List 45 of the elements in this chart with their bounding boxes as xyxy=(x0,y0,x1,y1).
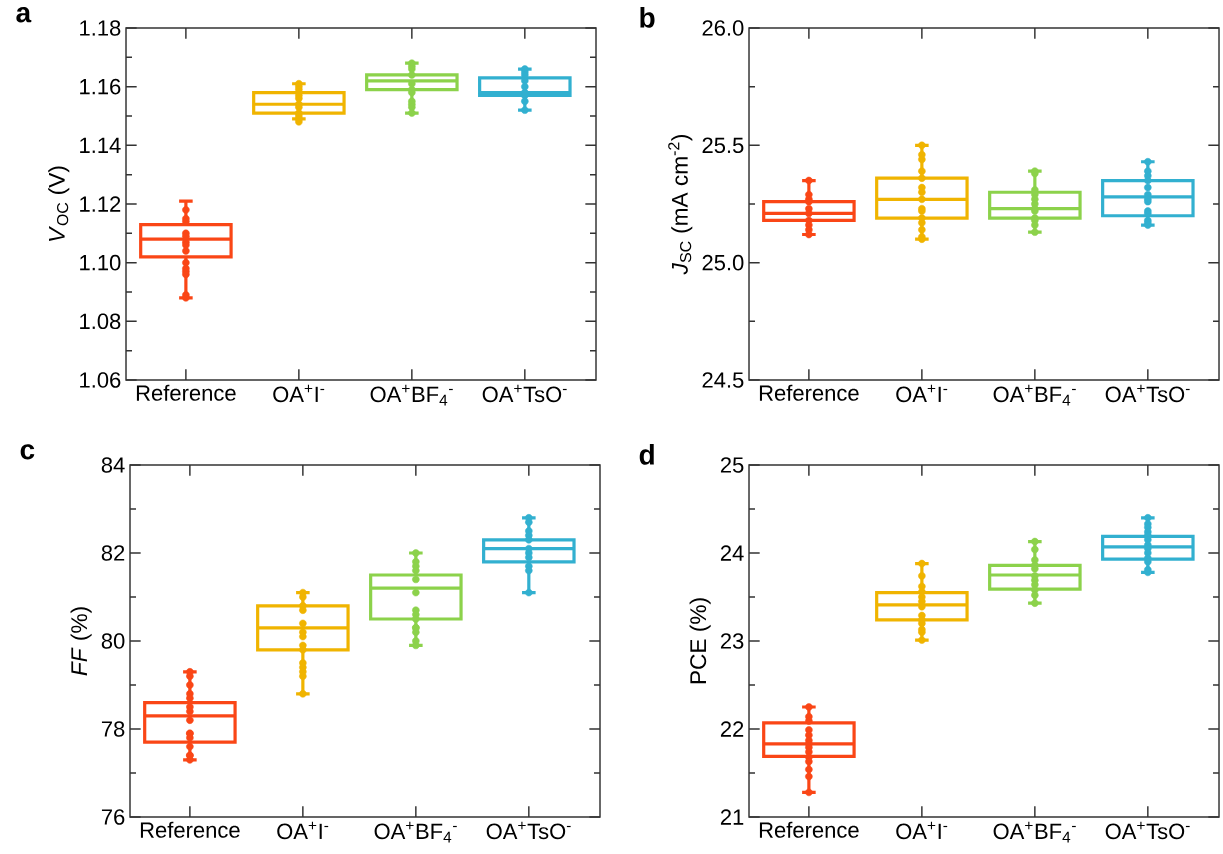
x-tick-label: OA$^{+}$BF$_{4}$- xyxy=(993,384,1076,406)
y-tick-label: 25.5 xyxy=(702,137,744,154)
y-axis-title: J$_{SC}$ (mA cm$^{-2}$) xyxy=(668,134,693,275)
x-tick-label: OA$^{+}$BF$_{4}$- xyxy=(370,384,453,406)
y-tick-label: 84 xyxy=(101,457,125,473)
x-tick-label: OA$^{+}$I$^{-}$ xyxy=(277,821,329,840)
y-tick-label: 1.14 xyxy=(80,137,121,153)
chart-title: c xyxy=(20,444,35,460)
x-tick-label: OA$^{+}$BF$_{4}$- xyxy=(374,821,457,843)
chart-title: a xyxy=(16,7,32,23)
y-tick-label: 25 xyxy=(720,457,744,473)
x-tick-label: Reference xyxy=(759,821,859,838)
y-tick-label: 22 xyxy=(720,721,744,737)
x-tick-label: OA$^{+}$I$^{-}$ xyxy=(896,821,948,840)
y-tick-label: 82 xyxy=(101,545,125,561)
x-tick-label: OA$^{+}$TsO$^{-}$ xyxy=(482,384,567,403)
y-tick-label: 25.0 xyxy=(702,254,744,271)
y-tick-label: 1.18 xyxy=(80,20,121,36)
y-tick-label: 76 xyxy=(101,809,125,825)
x-tick-label: OA$^{+}$TsO$^{-}$ xyxy=(1105,821,1190,840)
y-tick-label: 1.10 xyxy=(80,254,121,271)
x-tick-label: Reference xyxy=(140,821,240,838)
y-axis-title: FF (%) xyxy=(70,607,92,676)
x-tick-label: OA$^{+}$I$^{-}$ xyxy=(273,384,325,403)
y-tick-label: 1.12 xyxy=(80,196,121,212)
y-axis-title: V$_{OC}$ (V) xyxy=(48,166,70,241)
y-tick-label: 1.08 xyxy=(80,313,121,330)
y-tick-label: 80 xyxy=(101,633,125,649)
x-tick-label: Reference xyxy=(136,384,236,401)
y-tick-label: 24 xyxy=(720,545,744,561)
x-tick-label: OA$^{+}$BF$_{4}$- xyxy=(993,821,1076,843)
y-tick-label: 26.0 xyxy=(702,20,744,36)
y-tick-label: 1.06 xyxy=(80,372,121,388)
y-tick-label: 21 xyxy=(720,809,744,825)
chart-title: b xyxy=(640,7,655,28)
y-tick-label: 1.16 xyxy=(80,78,121,95)
y-tick-label: 78 xyxy=(101,721,125,737)
y-tick-label: 24.5 xyxy=(702,372,744,388)
x-tick-label: OA$^{+}$TsO$^{-}$ xyxy=(1105,384,1190,403)
chart-title: d xyxy=(639,444,654,465)
x-tick-label: Reference xyxy=(759,384,859,401)
y-tick-label: 23 xyxy=(720,633,744,649)
x-tick-label: OA$^{+}$I$^{-}$ xyxy=(896,384,948,403)
x-tick-label: OA$^{+}$TsO$^{-}$ xyxy=(486,821,571,840)
y-axis-title: PCE (%) xyxy=(689,598,711,684)
